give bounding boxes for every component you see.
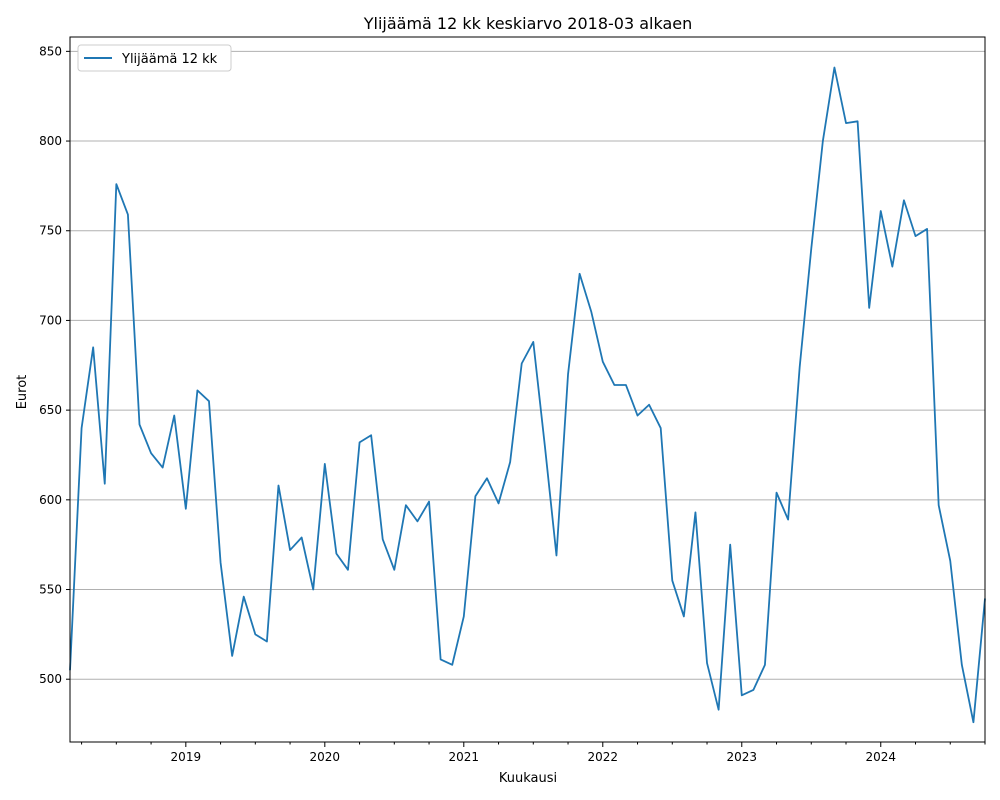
y-axis: 500 550 600 650 700 750 800 850 xyxy=(39,44,70,686)
x-tick-label: 2022 xyxy=(588,750,619,764)
legend-label: Ylijäämä 12 kk xyxy=(121,52,218,67)
legend: Ylijäämä 12 kk xyxy=(77,44,232,72)
y-axis-label: Eurot xyxy=(15,375,30,410)
y-tick-label: 700 xyxy=(39,313,62,327)
chart-title: Ylijäämä 12 kk keskiarvo 2018-03 alkaen xyxy=(363,14,693,33)
x-tick-label: 2020 xyxy=(310,750,341,764)
grid-lines xyxy=(70,50,985,680)
plot-area xyxy=(69,66,986,724)
series-line xyxy=(69,66,986,724)
x-tick-label: 2019 xyxy=(171,750,202,764)
x-axis: 2019 2020 2021 2022 2023 2024 xyxy=(81,742,986,764)
y-tick-label: 750 xyxy=(39,224,62,238)
y-tick-label: 800 xyxy=(39,134,62,148)
y-tick-label: 600 xyxy=(39,493,62,507)
x-tick-label: 2024 xyxy=(865,750,896,764)
y-tick-label: 850 xyxy=(39,44,62,58)
y-tick-label: 500 xyxy=(39,672,62,686)
x-axis-label: Kuukausi xyxy=(499,771,557,786)
x-tick-label: 2023 xyxy=(726,750,757,764)
legend-box xyxy=(77,44,232,72)
axes-frame xyxy=(69,36,986,743)
x-tick-label: 2021 xyxy=(449,750,480,764)
y-tick-label: 650 xyxy=(39,403,62,417)
y-tick-label: 550 xyxy=(39,583,62,597)
